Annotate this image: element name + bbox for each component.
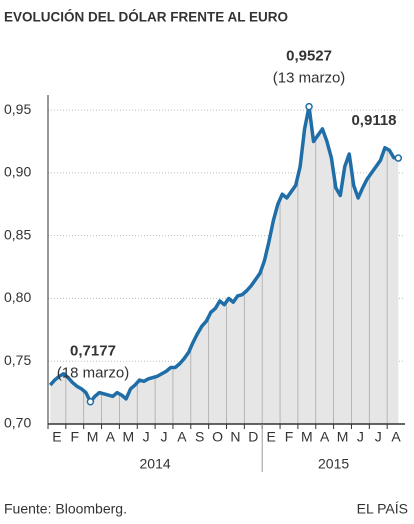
x-tick-label: E [266,429,275,445]
x-tick-label: M [301,429,313,445]
x-tick-label: M [122,429,134,445]
x-tick-label: M [87,429,99,445]
value-note: (13 marzo) [273,70,346,87]
x-tick-label: O [212,429,223,445]
x-tick-label: F [285,429,294,445]
line [48,104,399,404]
brand: EL PAÍS [357,501,408,517]
x-tick-label: A [177,429,187,445]
year-label: 2015 [318,456,349,472]
x-tick-label: F [70,429,79,445]
x-tick-label: J [357,429,364,445]
x-tick-label: A [320,429,330,445]
y-tick-label: 0,75 [4,352,31,368]
point-marker [305,102,313,111]
x-tick-label: J [375,429,382,445]
y-tick-label: 0,70 [4,415,31,431]
x-tick-label: E [52,429,61,445]
value-label: 0,9527 [286,48,332,65]
value-label: 0,7177 [70,343,116,360]
value-note: (18 marzo) [57,365,130,382]
point-marker [86,398,95,406]
x-tick-label: D [248,429,258,445]
y-tick-label: 0,95 [4,101,31,117]
x-tick-label: N [230,429,240,445]
x-tick-label: M [337,429,349,445]
area [50,106,399,425]
y-tick-label: 0,80 [4,289,31,305]
point-marker [394,154,403,162]
year-label: 2014 [140,456,171,472]
y-tick-label: 0,90 [4,164,31,180]
source: Fuente: Bloomberg. [4,501,127,517]
x-tick-label: J [161,429,168,445]
x-tick-label: A [391,429,401,445]
x-tick-label: A [106,429,116,445]
value-label: 0,9118 [351,112,396,129]
x-tick-label: S [195,429,204,445]
y-tick-label: 0,85 [4,226,31,242]
chart-title: EVOLUCIÓN DEL DÓLAR FRENTE AL EURO [4,10,288,25]
x-tick-label: J [143,429,150,445]
